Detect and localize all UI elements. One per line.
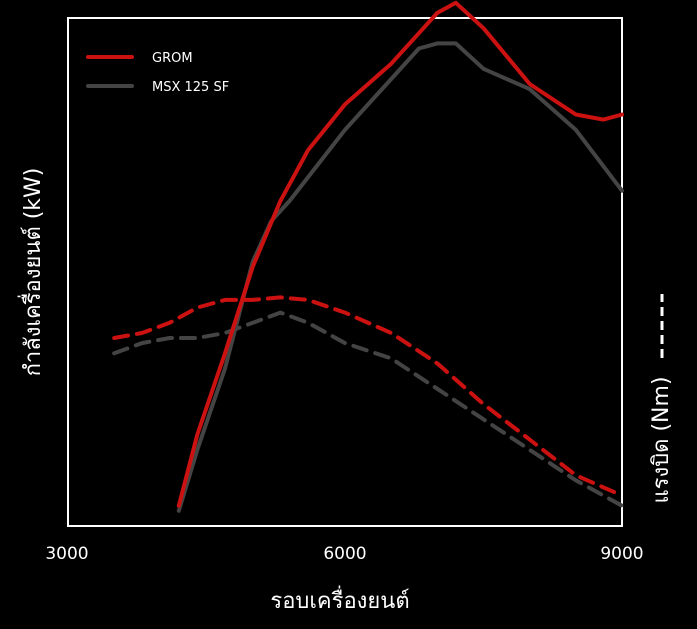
series-line-msx-125-sf-power [176,41,624,513]
legend-label-grom: GROM [152,51,193,66]
x-tick-label: 6000 [323,544,366,564]
y-axis-title-right: แรงบิด (Nm) [649,376,674,503]
series-line-grom-power [176,0,624,508]
series-lines [112,0,624,513]
series-line-grom-torque [112,295,624,498]
y-axis-title-left: กำลังเครื่องยนต์ (kW) [17,168,46,377]
x-axis-title: รอบเครื่องยนต์ [270,585,409,614]
x-tick-label: 9000 [600,544,643,564]
plot-frame [67,17,623,527]
series-line-msx-125-sf-torque [112,310,624,508]
legend: GROM MSX 125 SF [86,51,229,95]
legend-label-msx: MSX 125 SF [152,80,229,95]
x-tick-label: 3000 [45,544,88,564]
